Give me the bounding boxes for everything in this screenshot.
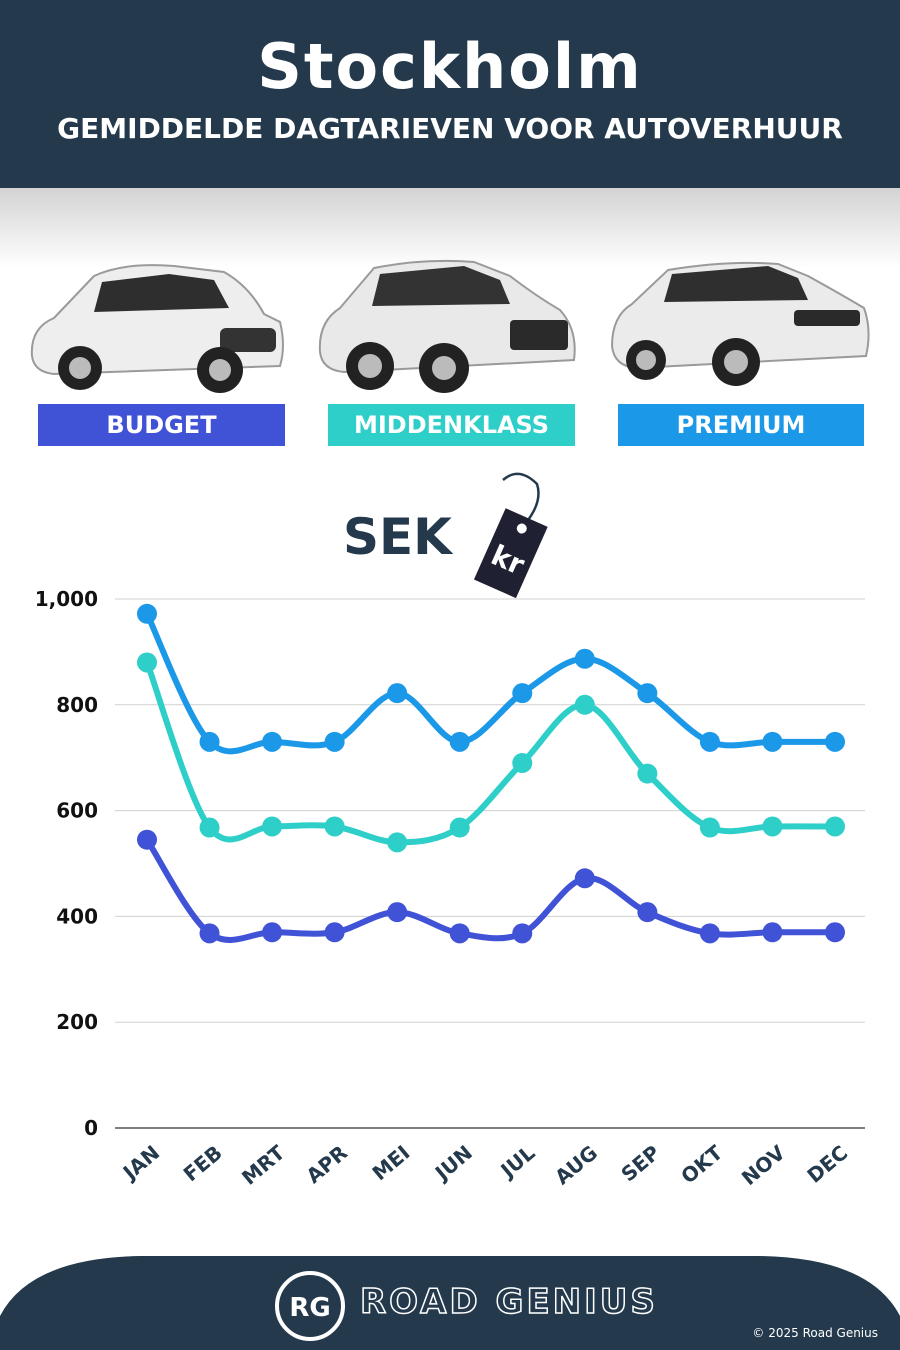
x-tick-label: MRT — [237, 1140, 290, 1189]
y-tick-labels: 0 200 400 600 800 1,000 — [35, 587, 98, 1140]
data-point-budget-mrt — [262, 922, 283, 943]
data-point-middenklass-jul — [512, 752, 533, 773]
copyright: © 2025 Road Genius — [752, 1326, 878, 1340]
gridlines — [115, 598, 865, 1129]
line-chart: 0 200 400 600 800 1,000 JAN FEB MRT APR MEI JUN JUL… — [35, 587, 865, 1190]
data-point-budget-aug — [574, 868, 595, 889]
data-point-premium-apr — [324, 731, 345, 752]
data-point-middenklass-nov — [762, 816, 783, 837]
data-point-budget-jun — [449, 923, 470, 944]
series-line-middenklass — [144, 659, 838, 846]
x-tick-label: JUL — [495, 1140, 540, 1183]
series-group — [137, 603, 845, 944]
y-tick-label: 1,000 — [35, 587, 98, 611]
data-point-premium-jan — [137, 603, 157, 624]
data-point-premium-mei — [387, 683, 408, 704]
city-title: Stockholm — [257, 30, 643, 103]
y-tick-label: 600 — [56, 799, 98, 823]
data-point-middenklass-jun — [449, 817, 470, 838]
series-premium — [137, 603, 845, 755]
premium-badge: PREMIUM — [618, 404, 864, 446]
data-point-premium-feb — [199, 731, 220, 752]
midsize-car-image — [318, 259, 576, 393]
footer-wave — [0, 1256, 900, 1350]
y-tick-label: 0 — [84, 1116, 98, 1140]
series-line-premium — [144, 610, 838, 755]
data-point-premium-okt — [699, 731, 720, 752]
series-line-budget — [144, 836, 838, 943]
x-tick-label: NOV — [737, 1140, 790, 1190]
currency-label: SEK — [343, 508, 452, 566]
logo-text: RG — [289, 1293, 330, 1323]
data-point-budget-okt — [699, 923, 720, 944]
data-point-premium-jun — [449, 731, 470, 752]
data-point-budget-feb — [199, 923, 220, 944]
data-point-middenklass-jan — [137, 652, 157, 673]
data-point-budget-mei — [387, 902, 408, 923]
x-tick-label: DEC — [802, 1140, 852, 1187]
x-tick-label: APR — [302, 1140, 352, 1188]
data-point-budget-dec — [825, 922, 845, 943]
data-point-middenklass-sep — [637, 763, 658, 784]
x-tick-label: OKT — [676, 1140, 727, 1188]
series-middenklass — [137, 652, 845, 853]
series-budget — [137, 829, 845, 944]
y-tick-label: 800 — [56, 693, 98, 717]
x-tick-label: SEP — [616, 1140, 664, 1186]
data-point-budget-sep — [637, 902, 658, 923]
x-tick-labels: JAN FEB MRT APR MEI JUN JUL AUG SEP OKT NOV DEC — [117, 1140, 852, 1190]
price-tag-icon: kr — [473, 472, 548, 599]
x-tick-label: AUG — [550, 1140, 602, 1189]
budget-car-image — [30, 264, 284, 393]
data-point-middenklass-apr — [324, 816, 345, 837]
data-point-middenklass-dec — [825, 816, 845, 837]
data-point-budget-apr — [324, 922, 345, 943]
data-point-premium-jul — [512, 683, 533, 704]
data-point-premium-nov — [762, 731, 783, 752]
budget-badge: BUDGET — [38, 404, 285, 446]
data-point-middenklass-mrt — [262, 816, 283, 837]
premium-car-image — [610, 261, 870, 386]
data-point-premium-sep — [637, 683, 658, 704]
x-tick-label: JUN — [429, 1140, 477, 1186]
data-point-budget-jul — [512, 923, 533, 944]
road-genius-logo-icon: RG — [275, 1271, 345, 1341]
data-point-middenklass-mei — [387, 832, 408, 853]
data-point-middenklass-aug — [574, 694, 595, 715]
x-tick-label: MEI — [368, 1140, 415, 1185]
header-banner: Stockholm GEMIDDELDE DAGTARIEVEN VOOR AU… — [0, 0, 900, 188]
data-point-middenklass-feb — [199, 817, 220, 838]
data-point-budget-jan — [137, 829, 157, 850]
y-tick-label: 400 — [56, 904, 98, 928]
data-point-premium-mrt — [262, 731, 283, 752]
y-tick-label: 200 — [56, 1010, 98, 1034]
midsize-badge: MIDDENKLASS — [328, 404, 575, 446]
data-point-premium-dec — [825, 731, 845, 752]
data-point-budget-nov — [762, 922, 783, 943]
header-shadow — [0, 188, 900, 268]
x-tick-label: FEB — [179, 1140, 227, 1186]
brand-name: ROAD GENIUS — [359, 1281, 658, 1323]
data-point-premium-aug — [574, 648, 595, 669]
data-point-middenklass-okt — [699, 817, 720, 838]
x-tick-label: JAN — [117, 1140, 164, 1185]
chart-subtitle: GEMIDDELDE DAGTARIEVEN VOOR AUTOVERHUUR — [57, 112, 843, 145]
